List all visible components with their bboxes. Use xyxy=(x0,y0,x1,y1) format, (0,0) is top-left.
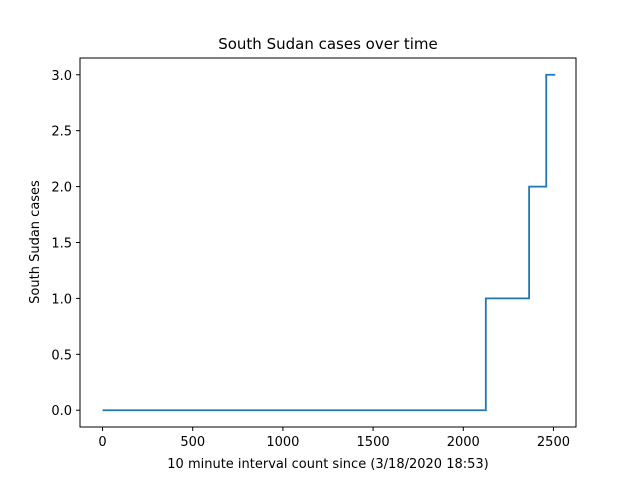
x-tick-label: 500 xyxy=(180,435,205,450)
series-line xyxy=(102,73,556,412)
y-tick-label: 0.0 xyxy=(51,404,72,419)
plot-frame xyxy=(79,57,577,428)
x-tick-label: 2000 xyxy=(447,435,480,450)
y-tick-label: 0.5 xyxy=(51,348,72,363)
y-axis-label: South Sudan cases xyxy=(28,180,43,304)
x-axis-label: 10 minute interval count since (3/18/202… xyxy=(167,457,488,472)
x-tick-label: 2500 xyxy=(537,435,570,450)
y-tick-label: 2.0 xyxy=(51,181,72,196)
y-tick-label: 1.0 xyxy=(51,292,72,307)
y-tick-label: 2.5 xyxy=(51,125,72,140)
x-tick-label: 0 xyxy=(98,435,106,450)
y-tick-label: 3.0 xyxy=(51,69,72,84)
x-tick-label: 1000 xyxy=(266,435,299,450)
y-tick-label: 1.5 xyxy=(51,237,72,252)
chart-title: South Sudan cases over time xyxy=(218,35,438,53)
x-tick-label: 1500 xyxy=(357,435,390,450)
